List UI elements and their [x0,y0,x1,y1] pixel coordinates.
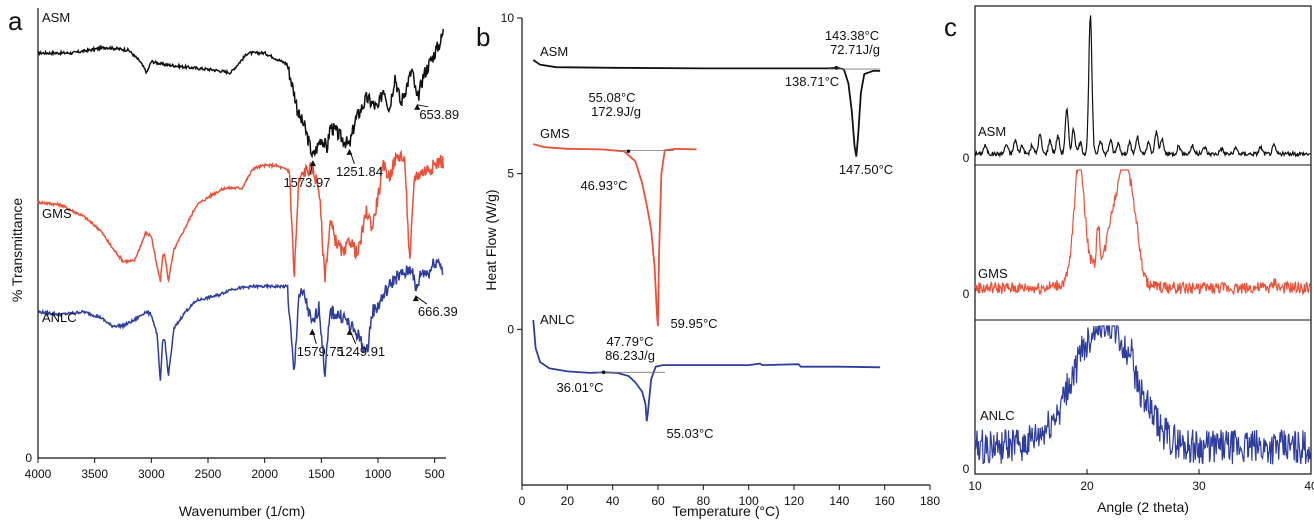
dsc-series-anlc [532,319,881,422]
xrd-series-label: GMS [978,266,1008,281]
dsc-annotation: 138.71°C [785,74,839,89]
panel-label-a: a [8,6,23,36]
dsc-y-tick-label: 10 [501,11,515,25]
ftir-annotation-arrowhead [414,103,421,110]
dsc-series-gms [533,143,697,327]
xrd-zero-label: 0 [963,462,970,476]
dsc-x-tick-label: 160 [875,494,895,508]
xrd-frame [974,5,1312,475]
xrd-series-label: ASM [978,124,1006,139]
dsc-x-tick-label: 120 [784,494,804,508]
xrd-series-anlc [974,325,1311,465]
ftir-x-tick-label: 500 [425,467,445,481]
xrd-zero-label: 0 [963,287,970,301]
dsc-series-asm [532,59,881,157]
ftir-y-axis-label: % Transmittance [9,198,25,302]
ftir-x-tick-label: 3500 [81,467,108,481]
panel-label-c: c [944,12,957,42]
ftir-annotation-arrowhead [412,295,419,302]
ftir-x-tick-label: 4000 [25,467,52,481]
ftir-x-tick-label: 1500 [308,467,335,481]
dsc-x-tick-label: 0 [519,494,526,508]
dsc-series-label: ANLC [540,312,575,327]
dsc-y-axis-label: Heat Flow (W/g) [483,189,499,290]
ftir-annotation: 1579.75 [297,344,344,359]
xrd-zero-label: 0 [963,151,970,165]
xrd-series-asm [974,15,1311,159]
ftir-x-tick-label: 3000 [138,467,165,481]
ftir-annotation: 666.39 [418,304,458,319]
xrd-x-tick-label: 30 [1192,479,1206,493]
ftir-annotation-arrowhead [346,328,353,335]
dsc-annotation: 36.01°C [556,380,603,395]
ftir-series-asm [37,28,445,159]
ftir-annotation: 1251.84 [336,164,383,179]
dsc-annotation: 55.08°C [588,90,635,105]
dsc-series-label: ASM [540,44,568,59]
ftir-series-anlc [37,257,444,381]
ftir-annotation: 653.89 [419,107,459,122]
ftir-y-tick-label: 0 [25,451,32,465]
dsc-annotation: 72.71J/g [830,42,880,57]
ftir-x-tick-label: 2500 [195,467,222,481]
dsc-x-tick-label: 20 [561,494,575,508]
dsc-onset-marker [834,66,839,70]
ftir-annotation: 1573.97 [283,175,330,190]
ftir-panel: 4000 3500 3000 2500 2000 1500 1000 500 0 ASM GMS A… [9,8,459,519]
ftir-annotation: 1249.91 [338,344,385,359]
dsc-annotation: 59.95°C [670,316,717,331]
ftir-annotation-arrow [415,295,428,305]
xrd-panel: 10 20 30 40 ASM 0 GMS 0 ANLC 0 Angle (2 theta) [963,5,1314,515]
ftir-annotation-arrowhead [309,328,316,335]
xrd-series-label: ANLC [980,408,1015,423]
dsc-annotation: 46.93°C [580,178,627,193]
xrd-x-tick-label: 10 [968,479,982,493]
ftir-annotation-arrowhead [309,160,316,167]
ftir-annotation-arrowhead [346,148,353,155]
dsc-series-label: GMS [540,126,570,141]
xrd-x-tick-label: 20 [1080,479,1094,493]
dsc-x-tick-label: 180 [920,494,940,508]
dsc-x-tick-label: 40 [606,494,620,508]
xrd-x-axis-label: Angle (2 theta) [1097,499,1189,515]
ftir-series-label: GMS [42,206,72,221]
ftir-x-tick-label: 1000 [365,467,392,481]
dsc-annotation: 147.50°C [839,162,893,177]
dsc-x-tick-label: 80 [697,494,711,508]
dsc-y-tick-label: 0 [507,322,514,336]
ftir-x-tick-label: 2000 [251,467,278,481]
panel-label-b: b [476,22,490,52]
dsc-annotation: 55.03°C [666,426,713,441]
dsc-annotation: 86.23J/g [605,348,655,363]
ftir-series-gms [37,149,445,284]
dsc-onset-marker [626,149,631,154]
dsc-x-axis-label: Temperature (°C) [672,503,780,519]
dsc-annotation: 143.38°C [825,28,879,43]
dsc-onset-marker [601,370,606,375]
dsc-x-tick-label: 100 [739,494,759,508]
xrd-x-tick-label: 40 [1304,479,1314,493]
dsc-y-tick-label: 5 [507,167,514,181]
ftir-series-label: ANLC [42,310,77,325]
dsc-annotation: 47.79°C [606,334,653,349]
dsc-x-tick-label: 140 [829,494,849,508]
xrd-series-gms [974,169,1311,296]
ftir-annotation-arrow [417,104,429,108]
dsc-annotation: 172.9J/g [591,104,641,119]
ftir-series-label: ASM [42,10,70,25]
ftir-x-axis-label: Wavenumber (1/cm) [179,503,305,519]
dsc-x-tick-label: 60 [651,494,665,508]
